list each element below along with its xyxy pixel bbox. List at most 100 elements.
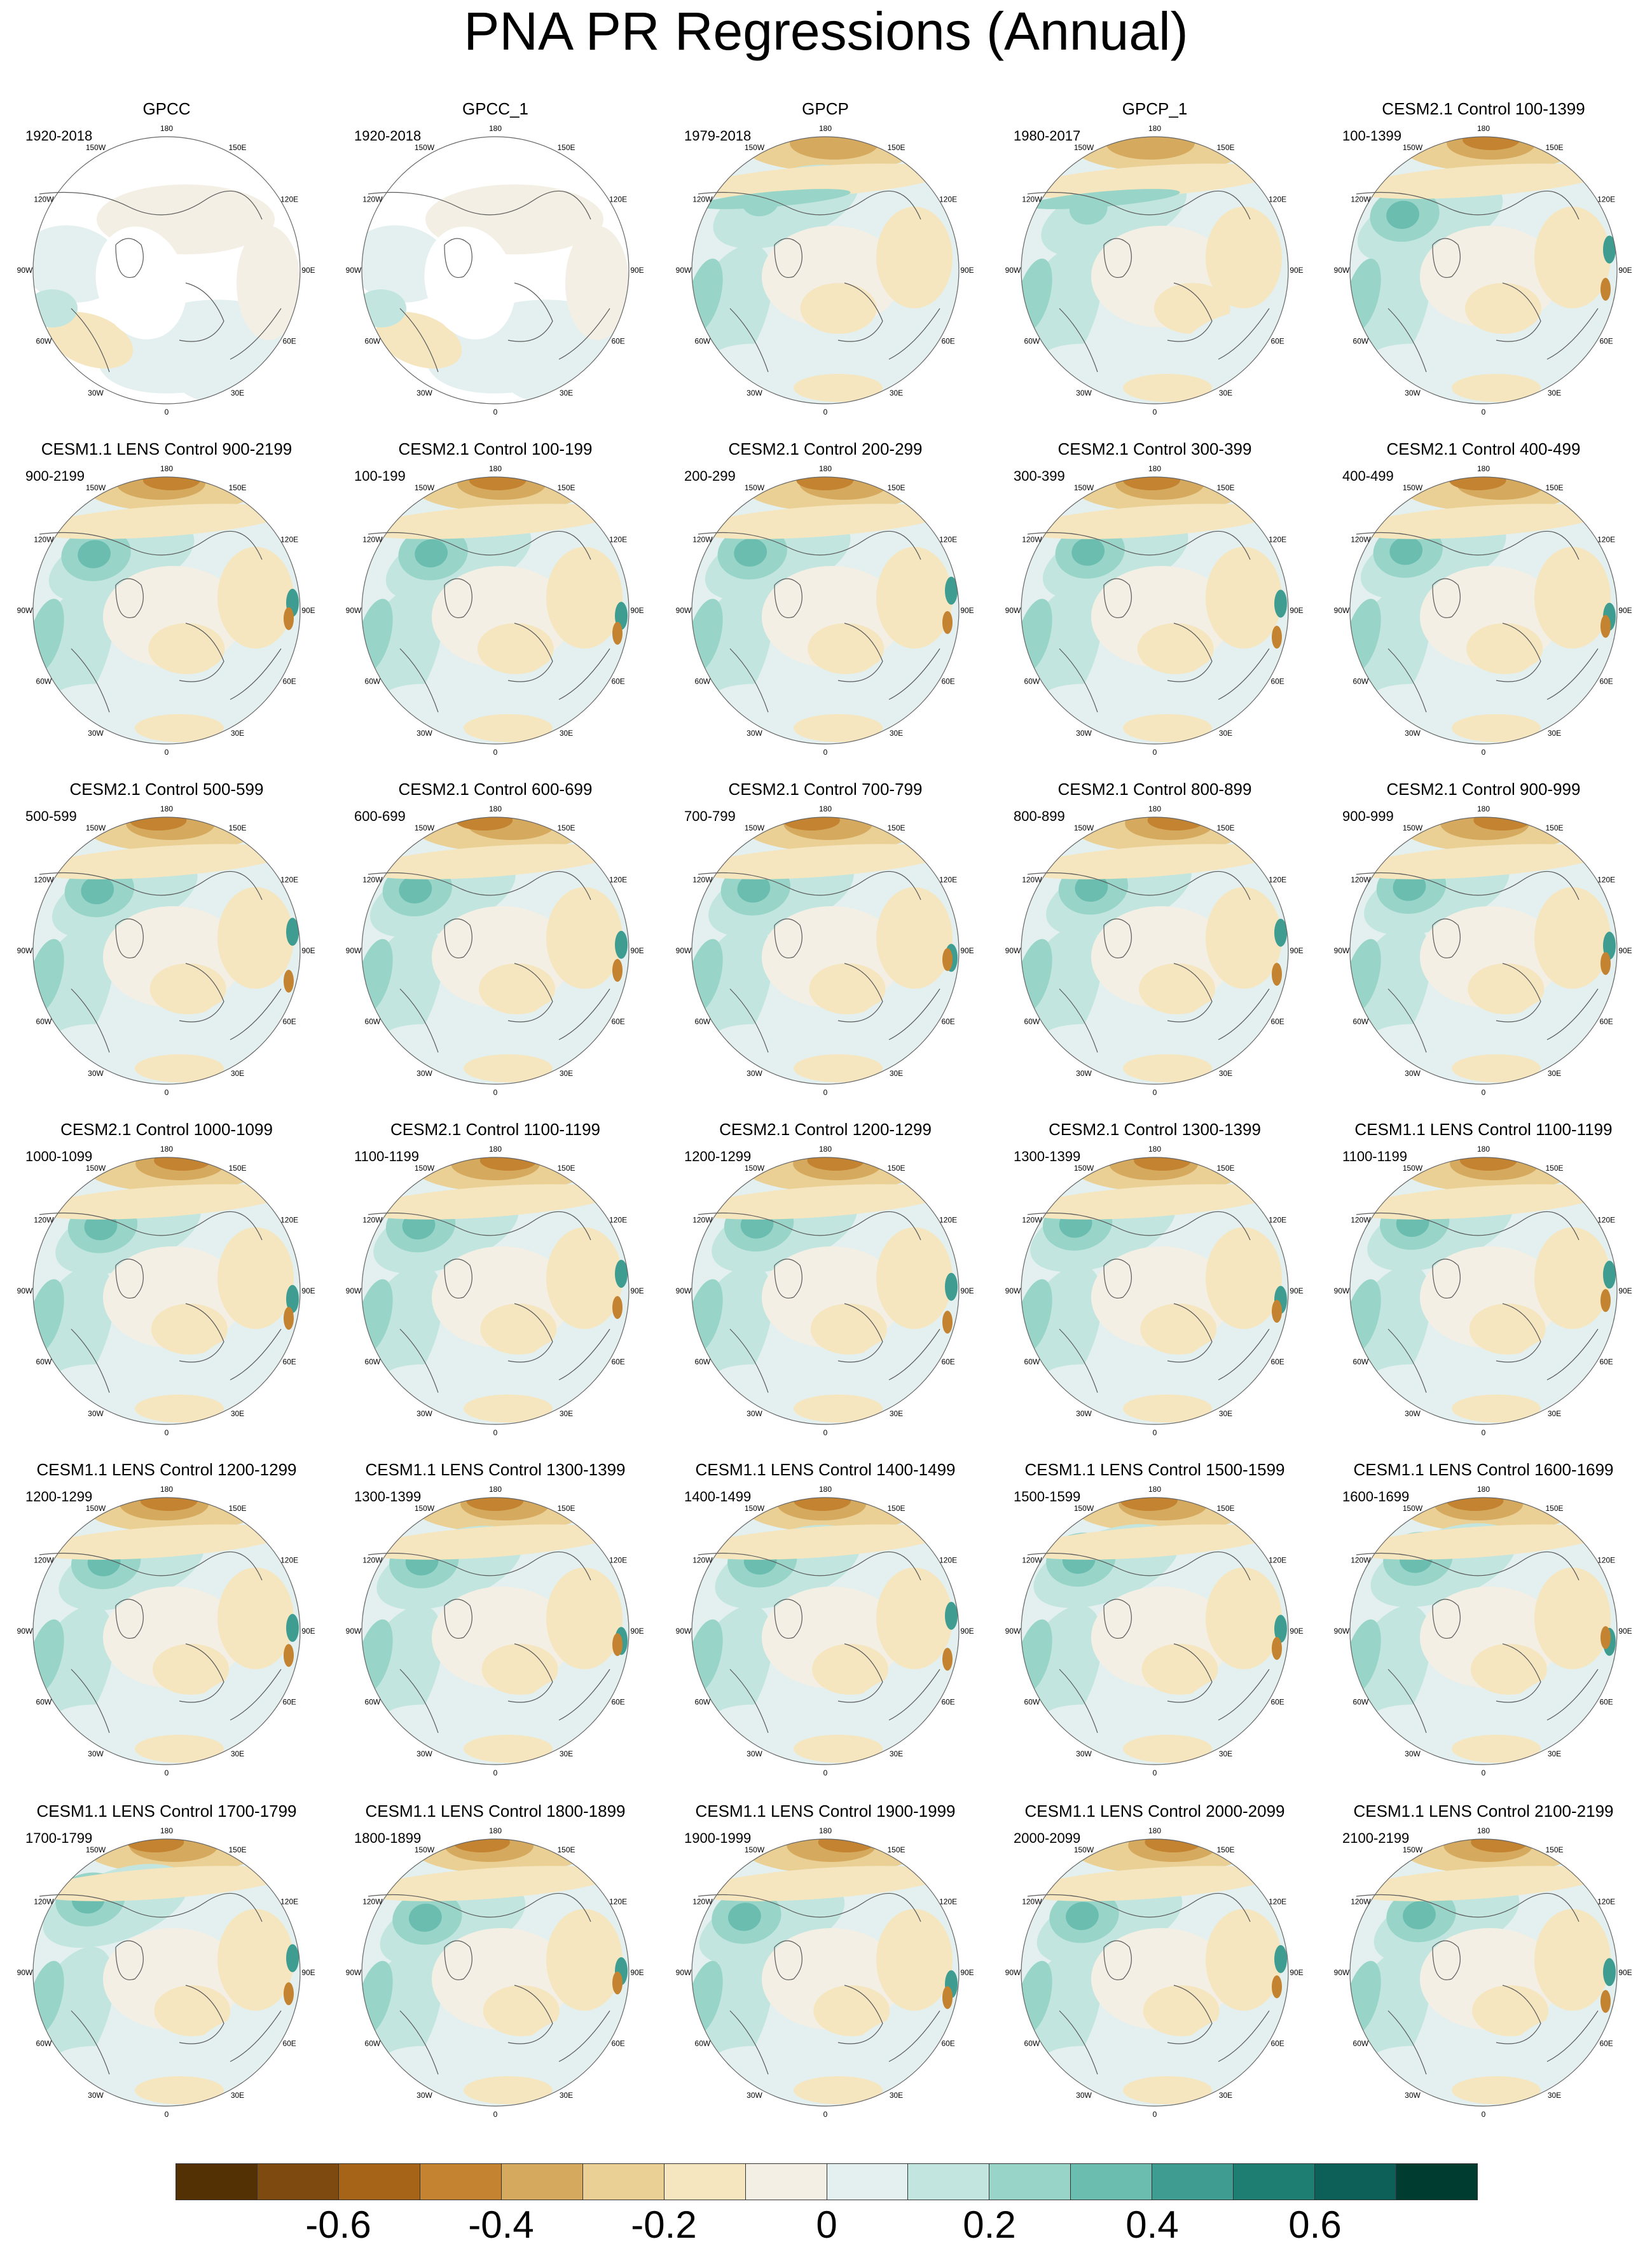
map-boundary <box>361 816 630 1085</box>
longitude-label: 60E <box>611 1358 624 1367</box>
longitude-label: 30E <box>231 389 244 397</box>
monsoon-dry-spot <box>612 621 623 645</box>
eurasia-dry-patch <box>1206 1909 1282 2011</box>
longitude-label: 30E <box>1548 1069 1561 1078</box>
longitude-label: 90W <box>1005 266 1021 275</box>
midlat-dry-band <box>1021 504 1276 539</box>
longitude-label: 90W <box>17 1286 33 1295</box>
midlat-dry-band <box>692 844 946 879</box>
midlat-dry-band <box>1350 1866 1604 1901</box>
coastline <box>368 1892 610 2075</box>
monsoon-dry-spot <box>1272 1300 1282 1323</box>
colorbar-cell <box>1234 2164 1316 2200</box>
longitude-label: 60W <box>1353 677 1369 686</box>
longitude-label: 180 <box>1477 1826 1490 1835</box>
longitude-label: 0 <box>493 408 498 417</box>
longitude-label: 60E <box>1599 1358 1613 1367</box>
map-boundary <box>1349 136 1618 404</box>
map-boundary <box>32 1497 301 1765</box>
longitude-label: 180 <box>819 1826 832 1835</box>
longitude-label: 90W <box>1334 1968 1350 1977</box>
monsoon-dry-spot <box>1272 963 1282 986</box>
longitude-label: 30W <box>416 1749 432 1758</box>
longitude-label: 90W <box>676 1968 692 1977</box>
longitude-label: 120W <box>1351 876 1371 885</box>
coastline <box>1027 190 1270 373</box>
map-boundary <box>691 1497 960 1765</box>
coastline <box>1027 1211 1270 1393</box>
polar-map: 180 150E 120E 90E 60E 30E 0 30W 60W 90W 120W 150W <box>676 1826 974 2119</box>
longitude-label: 180 <box>160 464 173 473</box>
longitude-label: 30W <box>747 1749 762 1758</box>
atlantic-dry-patch <box>135 1395 224 1423</box>
longitude-label: 120W <box>362 535 383 544</box>
longitude-label: 60W <box>1353 1017 1369 1026</box>
panel-title: CESM1.1 LENS Control 1100-1199 <box>1354 1120 1613 1139</box>
longitude-label: 90E <box>1618 1627 1632 1636</box>
arctic-dry-patch <box>481 1644 558 1695</box>
coastline <box>1356 871 1599 1053</box>
longitude-label: 30W <box>1076 729 1092 738</box>
map-field <box>362 137 629 404</box>
land-field <box>362 289 406 327</box>
atlantic-dry-patch <box>135 714 224 742</box>
map-boundary <box>1021 1157 1289 1425</box>
eurasia-dry-patch <box>217 1567 294 1669</box>
longitude-label: 120E <box>280 1898 298 1906</box>
longitude-label: 0 <box>1153 2110 1157 2119</box>
eurasia-dry-patch <box>1206 1227 1282 1329</box>
colorbar-cell <box>989 2164 1071 2200</box>
map-boundary <box>1349 816 1618 1085</box>
map-field <box>692 1839 959 2106</box>
pacific-dry-core <box>1123 477 1181 490</box>
longitude-label: 30E <box>890 1409 903 1418</box>
pacific-dry-core <box>455 817 513 830</box>
longitude-label: 120E <box>609 1556 627 1565</box>
longitude-label: 60W <box>36 337 52 346</box>
pacific-wet-core <box>734 538 767 567</box>
colorbar-cell <box>501 2164 583 2200</box>
panel-period: 1200-1299 <box>25 1489 93 1505</box>
arctic-dry-patch <box>1470 1644 1547 1695</box>
longitude-label: 150W <box>745 1504 765 1513</box>
panel-period: 1500-1599 <box>1014 1489 1081 1505</box>
longitude-label: 0 <box>823 1428 828 1437</box>
longitude-label: 120W <box>1351 535 1371 544</box>
longitude-label: 180 <box>819 1145 832 1154</box>
panel-title: CESM2.1 Control 900-999 <box>1386 780 1581 799</box>
longitude-label: 180 <box>489 1145 502 1154</box>
longitude-label: 90E <box>630 1968 644 1977</box>
longitude-label: 30W <box>416 2091 432 2100</box>
eurasia-dry-patch <box>217 887 294 989</box>
no-data-area <box>424 226 516 340</box>
longitude-label: 150W <box>1403 1845 1423 1854</box>
coastline <box>1356 1211 1599 1393</box>
map-field <box>1021 1157 1288 1424</box>
longitude-label: 150E <box>557 483 575 492</box>
arctic-dry-patch <box>1143 1985 1220 2036</box>
longitude-label: 30W <box>416 1069 432 1078</box>
longitude-label: 120E <box>280 1216 298 1225</box>
longitude-label: 90E <box>301 1627 315 1636</box>
longitude-label: 150W <box>1403 1164 1423 1173</box>
longitude-label: 120W <box>34 195 54 204</box>
longitude-label: 60W <box>1353 1698 1369 1707</box>
map-boundary <box>1349 1157 1618 1425</box>
polar-map: 180 150E 120E 90E 60E 30E 0 30W 60W 90W 120W 150W <box>17 464 315 757</box>
colorbar-cell <box>1396 2164 1477 2200</box>
longitude-label: 30E <box>1548 2091 1561 2100</box>
midlat-dry-band <box>1021 1184 1276 1220</box>
atlantic-dry-patch <box>464 714 553 742</box>
polar-map: 180 150E 120E 90E 60E 30E 0 30W 60W 90W 120W 150W <box>1005 124 1304 417</box>
monsoon-wet-spot <box>1274 1615 1287 1643</box>
polar-map: 180 150E 120E 90E 60E 30E 0 30W 60W 90W 120W 150W <box>676 1485 974 1777</box>
arctic-dry-patch <box>800 283 877 334</box>
land-field <box>508 366 610 404</box>
panel-period: 700-799 <box>684 808 736 824</box>
atlantic-dry-patch <box>1452 1395 1541 1423</box>
arctic-dry-patch <box>1469 1304 1546 1354</box>
longitude-label: 120W <box>34 876 54 885</box>
panel-period: 400-499 <box>1342 468 1394 484</box>
pacific-dry-core <box>1120 1498 1178 1511</box>
longitude-label: 150W <box>745 1845 765 1854</box>
